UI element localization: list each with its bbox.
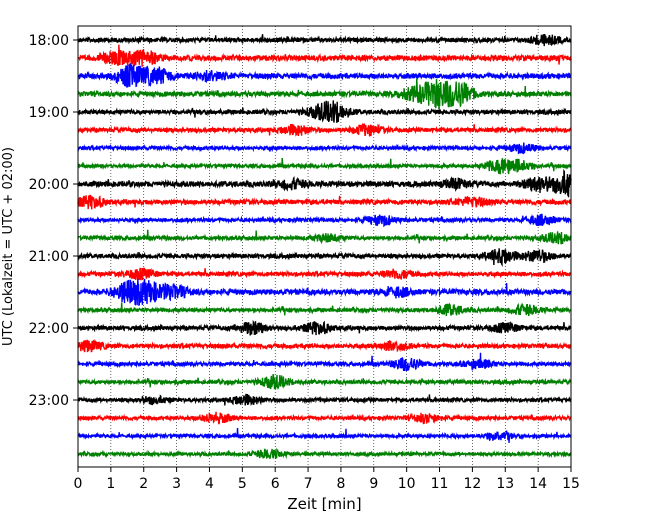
x-tick-label: 10	[398, 476, 416, 492]
trace-2315	[77, 411, 572, 425]
trace-2230	[77, 352, 572, 372]
y-tick-label: 22:00	[29, 321, 69, 337]
trace-2130	[77, 278, 572, 307]
x-axis-label: Zeit [min]	[287, 495, 361, 513]
x-tick-label: 14	[529, 476, 547, 492]
trace-2115	[77, 267, 572, 281]
x-tick-label: 1	[106, 476, 115, 492]
x-tick-label: 7	[304, 476, 313, 492]
trace-2015	[77, 194, 572, 210]
x-tick-label: 13	[496, 476, 514, 492]
y-tick-label: 18:00	[29, 33, 69, 49]
trace-2330	[77, 428, 572, 443]
trace-2200	[77, 319, 572, 336]
trace-1800	[77, 33, 572, 47]
x-tick-label: 2	[139, 476, 148, 492]
trace-2300	[77, 393, 572, 407]
trace-1930	[77, 142, 572, 155]
y-tick-label: 19:00	[29, 105, 69, 121]
trace-1900	[77, 100, 572, 123]
x-tick-label: 0	[74, 476, 83, 492]
x-tick-label: 11	[431, 476, 449, 492]
trace-2045	[77, 229, 572, 245]
x-tick-label: 8	[336, 476, 345, 492]
x-tick-label: 15	[562, 476, 580, 492]
y-tick-label: 20:00	[29, 177, 69, 193]
y-tick-label: 21:00	[29, 249, 69, 265]
trace-2245	[77, 374, 572, 391]
x-tick-label: 5	[238, 476, 247, 492]
x-axis-ticks: 0 1 2 3 4 5 6 7 8 9 10 11 12 13 14 15	[74, 467, 580, 492]
x-tick-label: 12	[463, 476, 481, 492]
y-axis-label: UTC (Lokalzeit = UTC + 02:00)	[1, 147, 16, 346]
trace-1845	[77, 78, 572, 110]
x-tick-label: 9	[369, 476, 378, 492]
trace-2145	[77, 302, 572, 317]
plot-frame	[77, 25, 572, 468]
x-tick-label: 6	[271, 476, 280, 492]
trace-1830	[77, 63, 572, 88]
y-axis-ticks: 18:00 19:00 20:00 21:00 22:00 23:00	[29, 33, 78, 409]
trace-2100	[77, 248, 572, 268]
trace-2030	[77, 213, 572, 228]
x-tick-label: 4	[205, 476, 214, 492]
trace-2000	[77, 168, 572, 198]
x-tick-label: 3	[172, 476, 181, 492]
y-tick-label: 23:00	[29, 393, 69, 409]
trace-1915	[77, 122, 572, 137]
seismic-traces	[77, 33, 572, 460]
trace-2215	[77, 339, 572, 353]
trace-1945	[77, 158, 572, 175]
trace-1815	[77, 44, 572, 67]
trace-2345	[77, 447, 572, 460]
